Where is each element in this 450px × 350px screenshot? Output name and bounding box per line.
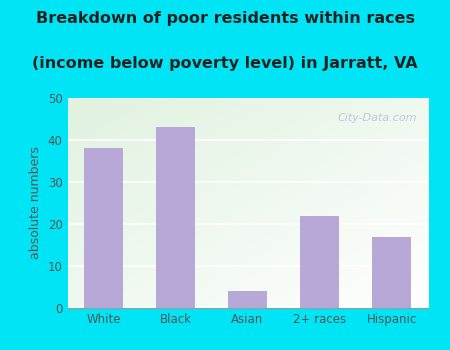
Bar bbox=[300, 216, 339, 308]
Y-axis label: absolute numbers: absolute numbers bbox=[29, 147, 42, 259]
Text: (income below poverty level) in Jarratt, VA: (income below poverty level) in Jarratt,… bbox=[32, 56, 418, 71]
Text: City-Data.com: City-Data.com bbox=[337, 113, 417, 123]
Text: Breakdown of poor residents within races: Breakdown of poor residents within races bbox=[36, 10, 414, 26]
Bar bbox=[84, 148, 123, 308]
Bar bbox=[372, 237, 411, 308]
Bar bbox=[228, 291, 267, 308]
Bar bbox=[156, 127, 195, 308]
